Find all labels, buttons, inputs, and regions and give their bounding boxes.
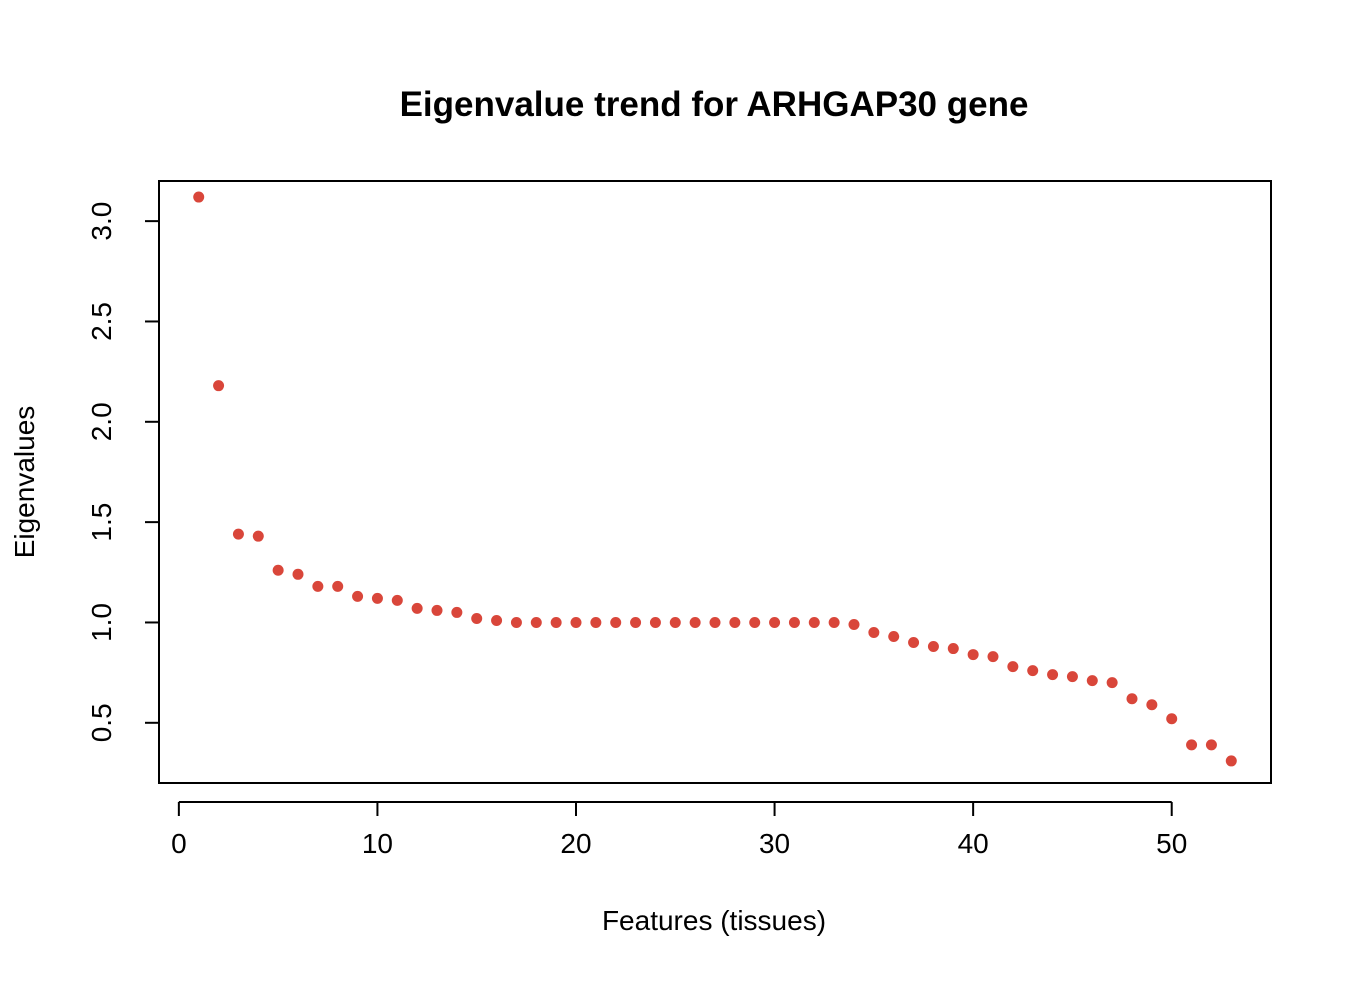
data-point bbox=[729, 616, 741, 628]
data-point bbox=[312, 580, 324, 592]
data-point bbox=[649, 616, 661, 628]
x-tick-label: 30 bbox=[759, 828, 790, 859]
y-tick-label: 2.5 bbox=[86, 302, 117, 341]
data-point bbox=[967, 649, 979, 661]
data-point bbox=[570, 616, 582, 628]
data-point bbox=[788, 616, 800, 628]
data-point bbox=[1086, 675, 1098, 687]
data-point bbox=[530, 616, 542, 628]
data-point bbox=[769, 616, 781, 628]
data-point bbox=[590, 616, 602, 628]
data-point bbox=[1225, 755, 1237, 767]
x-tick-label: 10 bbox=[362, 828, 393, 859]
chart-title: Eigenvalue trend for ARHGAP30 gene bbox=[400, 85, 1029, 124]
data-point bbox=[888, 631, 900, 643]
y-tick-label: 0.5 bbox=[86, 703, 117, 742]
data-point bbox=[709, 616, 721, 628]
x-tick-label: 0 bbox=[171, 828, 187, 859]
data-point bbox=[1146, 699, 1158, 711]
x-tick-label: 40 bbox=[958, 828, 989, 859]
x-axis-label: Features (tissues) bbox=[602, 905, 826, 936]
data-point bbox=[1106, 677, 1118, 689]
data-point bbox=[451, 606, 463, 618]
data-point bbox=[947, 643, 959, 655]
data-point bbox=[908, 637, 920, 649]
data-point bbox=[1205, 739, 1217, 751]
y-axis: 0.5 1.0 1.5 2.0 2.5 3.0 bbox=[86, 202, 160, 742]
data-point bbox=[848, 618, 860, 630]
y-tick-label: 3.0 bbox=[86, 202, 117, 241]
data-point bbox=[669, 616, 681, 628]
y-tick-label: 1.0 bbox=[86, 603, 117, 642]
data-point bbox=[550, 616, 562, 628]
data-point bbox=[630, 616, 642, 628]
y-tick-label: 1.5 bbox=[86, 503, 117, 542]
data-point bbox=[808, 616, 820, 628]
data-point bbox=[927, 641, 939, 653]
data-point bbox=[431, 604, 443, 616]
data-point bbox=[193, 191, 205, 203]
data-point bbox=[411, 602, 423, 614]
data-point bbox=[252, 530, 264, 542]
data-point bbox=[749, 616, 761, 628]
data-point bbox=[213, 380, 225, 392]
data-point bbox=[1066, 671, 1078, 683]
data-point bbox=[1007, 661, 1019, 673]
data-point bbox=[987, 651, 999, 663]
data-point bbox=[292, 568, 304, 580]
data-point bbox=[510, 616, 522, 628]
data-point bbox=[471, 612, 483, 624]
data-point bbox=[1186, 739, 1198, 751]
data-point bbox=[1166, 713, 1178, 725]
x-axis: 0 10 20 30 40 50 bbox=[171, 801, 1187, 859]
data-point bbox=[332, 580, 344, 592]
data-point bbox=[689, 616, 701, 628]
data-point bbox=[610, 616, 622, 628]
plot-frame bbox=[158, 180, 1272, 784]
data-point bbox=[828, 616, 840, 628]
x-tick-label: 20 bbox=[560, 828, 591, 859]
data-point bbox=[868, 627, 880, 638]
data-point bbox=[272, 564, 284, 576]
data-point bbox=[391, 594, 403, 606]
data-point bbox=[1126, 693, 1138, 705]
data-point bbox=[232, 528, 244, 540]
data-point bbox=[371, 592, 383, 604]
data-point bbox=[352, 590, 364, 602]
x-tick-label: 50 bbox=[1156, 828, 1187, 859]
data-point bbox=[1047, 669, 1059, 681]
data-point bbox=[1027, 665, 1039, 677]
y-tick-label: 2.0 bbox=[86, 402, 117, 441]
data-points bbox=[193, 191, 1237, 767]
y-axis-label: Eigenvalues bbox=[9, 406, 40, 559]
data-point bbox=[491, 614, 503, 626]
